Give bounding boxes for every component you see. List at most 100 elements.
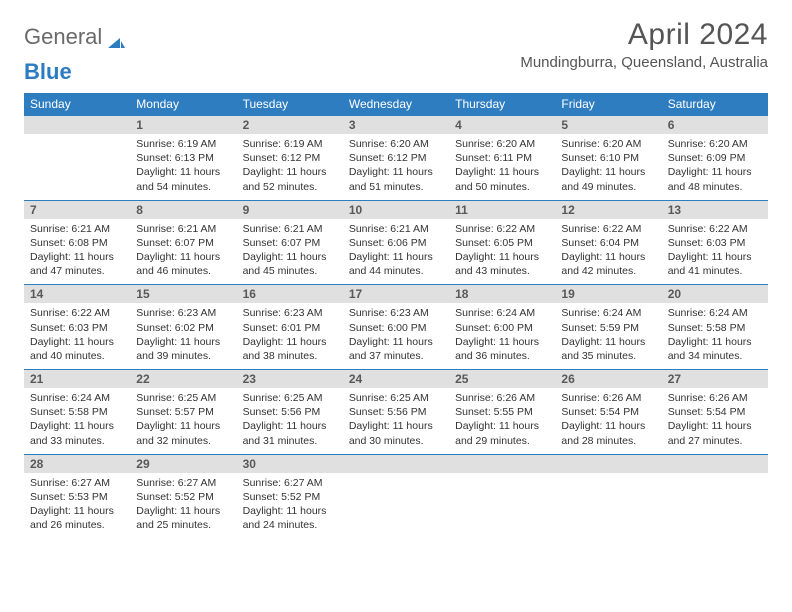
day-number-cell: 21: [24, 370, 130, 389]
day-content-cell: Sunrise: 6:21 AMSunset: 6:07 PMDaylight:…: [237, 219, 343, 285]
day-content-cell: [662, 473, 768, 539]
calendar-page: General April 2024 Mundingburra, Queensl…: [0, 0, 792, 549]
day-content-cell: Sunrise: 6:25 AMSunset: 5:57 PMDaylight:…: [130, 388, 236, 454]
day-detail-line: Daylight: 11 hours and 26 minutes.: [30, 504, 124, 532]
day-detail-line: Daylight: 11 hours and 40 minutes.: [30, 335, 124, 363]
daynum-row: 282930: [24, 454, 768, 473]
day-content-cell: Sunrise: 6:27 AMSunset: 5:52 PMDaylight:…: [237, 473, 343, 539]
day-detail-line: Sunset: 5:53 PM: [30, 490, 124, 504]
calendar-head: Sunday Monday Tuesday Wednesday Thursday…: [24, 93, 768, 116]
day-number-cell: 5: [555, 116, 661, 135]
day-detail-line: Sunset: 5:54 PM: [561, 405, 655, 419]
day-number-cell: [449, 454, 555, 473]
day-detail-line: Sunset: 5:52 PM: [136, 490, 230, 504]
day-detail-line: Daylight: 11 hours and 35 minutes.: [561, 335, 655, 363]
day-number-cell: 18: [449, 285, 555, 304]
daynum-row: 21222324252627: [24, 370, 768, 389]
day-detail-line: Sunrise: 6:24 AM: [455, 306, 549, 320]
day-detail-line: Daylight: 11 hours and 33 minutes.: [30, 419, 124, 447]
day-detail-line: Sunrise: 6:22 AM: [30, 306, 124, 320]
day-number-cell: 29: [130, 454, 236, 473]
day-content-cell: Sunrise: 6:20 AMSunset: 6:12 PMDaylight:…: [343, 134, 449, 200]
day-detail-line: Daylight: 11 hours and 25 minutes.: [136, 504, 230, 532]
weekday-header: Saturday: [662, 93, 768, 116]
day-content-cell: Sunrise: 6:24 AMSunset: 5:59 PMDaylight:…: [555, 303, 661, 369]
day-detail-line: Daylight: 11 hours and 51 minutes.: [349, 165, 443, 193]
brand-part2: Blue: [24, 59, 72, 85]
day-detail-line: Sunrise: 6:25 AM: [243, 391, 337, 405]
day-detail-line: Sunrise: 6:22 AM: [561, 222, 655, 236]
day-detail-line: Sunset: 6:09 PM: [668, 151, 762, 165]
day-detail-line: Daylight: 11 hours and 52 minutes.: [243, 165, 337, 193]
day-detail-line: Sunset: 5:57 PM: [136, 405, 230, 419]
weekday-header: Tuesday: [237, 93, 343, 116]
day-detail-line: Daylight: 11 hours and 24 minutes.: [243, 504, 337, 532]
day-content-cell: [343, 473, 449, 539]
day-detail-line: Daylight: 11 hours and 42 minutes.: [561, 250, 655, 278]
day-detail-line: Sunrise: 6:24 AM: [561, 306, 655, 320]
daynum-row: 78910111213: [24, 200, 768, 219]
weekday-header: Thursday: [449, 93, 555, 116]
day-detail-line: Sunset: 5:58 PM: [30, 405, 124, 419]
day-content-cell: [24, 134, 130, 200]
day-detail-line: Daylight: 11 hours and 38 minutes.: [243, 335, 337, 363]
day-content-row: Sunrise: 6:27 AMSunset: 5:53 PMDaylight:…: [24, 473, 768, 539]
day-detail-line: Sunset: 6:02 PM: [136, 321, 230, 335]
day-detail-line: Sunrise: 6:24 AM: [30, 391, 124, 405]
month-title: April 2024: [520, 18, 768, 52]
day-content-cell: Sunrise: 6:19 AMSunset: 6:13 PMDaylight:…: [130, 134, 236, 200]
day-detail-line: Sunrise: 6:22 AM: [455, 222, 549, 236]
day-detail-line: Sunset: 6:07 PM: [136, 236, 230, 250]
day-detail-line: Sunrise: 6:21 AM: [349, 222, 443, 236]
day-detail-line: Sunset: 6:01 PM: [243, 321, 337, 335]
brand-part1: General: [24, 24, 102, 50]
day-number-cell: 4: [449, 116, 555, 135]
day-content-cell: Sunrise: 6:22 AMSunset: 6:03 PMDaylight:…: [662, 219, 768, 285]
day-detail-line: Sunset: 6:05 PM: [455, 236, 549, 250]
day-content-cell: Sunrise: 6:20 AMSunset: 6:10 PMDaylight:…: [555, 134, 661, 200]
day-number-cell: 19: [555, 285, 661, 304]
day-detail-line: Sunrise: 6:26 AM: [455, 391, 549, 405]
day-number-cell: [662, 454, 768, 473]
day-content-cell: Sunrise: 6:23 AMSunset: 6:01 PMDaylight:…: [237, 303, 343, 369]
day-detail-line: Daylight: 11 hours and 36 minutes.: [455, 335, 549, 363]
day-detail-line: Daylight: 11 hours and 27 minutes.: [668, 419, 762, 447]
day-number-cell: 11: [449, 200, 555, 219]
day-detail-line: Sunrise: 6:26 AM: [561, 391, 655, 405]
day-content-cell: Sunrise: 6:24 AMSunset: 5:58 PMDaylight:…: [24, 388, 130, 454]
day-content-row: Sunrise: 6:21 AMSunset: 6:08 PMDaylight:…: [24, 219, 768, 285]
day-content-cell: Sunrise: 6:22 AMSunset: 6:03 PMDaylight:…: [24, 303, 130, 369]
day-detail-line: Daylight: 11 hours and 46 minutes.: [136, 250, 230, 278]
day-number-cell: 30: [237, 454, 343, 473]
day-content-cell: Sunrise: 6:22 AMSunset: 6:04 PMDaylight:…: [555, 219, 661, 285]
day-number-cell: 24: [343, 370, 449, 389]
day-detail-line: Sunrise: 6:19 AM: [243, 137, 337, 151]
daynum-row: 14151617181920: [24, 285, 768, 304]
day-content-cell: Sunrise: 6:25 AMSunset: 5:56 PMDaylight:…: [343, 388, 449, 454]
day-content-cell: Sunrise: 6:19 AMSunset: 6:12 PMDaylight:…: [237, 134, 343, 200]
calendar-body: 123456Sunrise: 6:19 AMSunset: 6:13 PMDay…: [24, 116, 768, 539]
day-number-cell: 10: [343, 200, 449, 219]
day-detail-line: Daylight: 11 hours and 54 minutes.: [136, 165, 230, 193]
day-detail-line: Daylight: 11 hours and 45 minutes.: [243, 250, 337, 278]
weekday-header: Monday: [130, 93, 236, 116]
day-detail-line: Daylight: 11 hours and 41 minutes.: [668, 250, 762, 278]
day-detail-line: Daylight: 11 hours and 43 minutes.: [455, 250, 549, 278]
day-content-cell: Sunrise: 6:23 AMSunset: 6:00 PMDaylight:…: [343, 303, 449, 369]
day-content-cell: Sunrise: 6:27 AMSunset: 5:52 PMDaylight:…: [130, 473, 236, 539]
day-detail-line: Sunrise: 6:21 AM: [136, 222, 230, 236]
day-number-cell: [555, 454, 661, 473]
day-number-cell: [343, 454, 449, 473]
day-detail-line: Sunset: 5:54 PM: [668, 405, 762, 419]
day-number-cell: 22: [130, 370, 236, 389]
day-detail-line: Sunset: 6:11 PM: [455, 151, 549, 165]
day-detail-line: Sunrise: 6:20 AM: [349, 137, 443, 151]
day-content-cell: Sunrise: 6:26 AMSunset: 5:54 PMDaylight:…: [555, 388, 661, 454]
day-detail-line: Sunrise: 6:25 AM: [136, 391, 230, 405]
day-detail-line: Sunrise: 6:27 AM: [30, 476, 124, 490]
day-detail-line: Sunset: 5:59 PM: [561, 321, 655, 335]
day-detail-line: Daylight: 11 hours and 29 minutes.: [455, 419, 549, 447]
day-detail-line: Sunrise: 6:24 AM: [668, 306, 762, 320]
day-content-row: Sunrise: 6:22 AMSunset: 6:03 PMDaylight:…: [24, 303, 768, 369]
day-content-cell: Sunrise: 6:20 AMSunset: 6:09 PMDaylight:…: [662, 134, 768, 200]
